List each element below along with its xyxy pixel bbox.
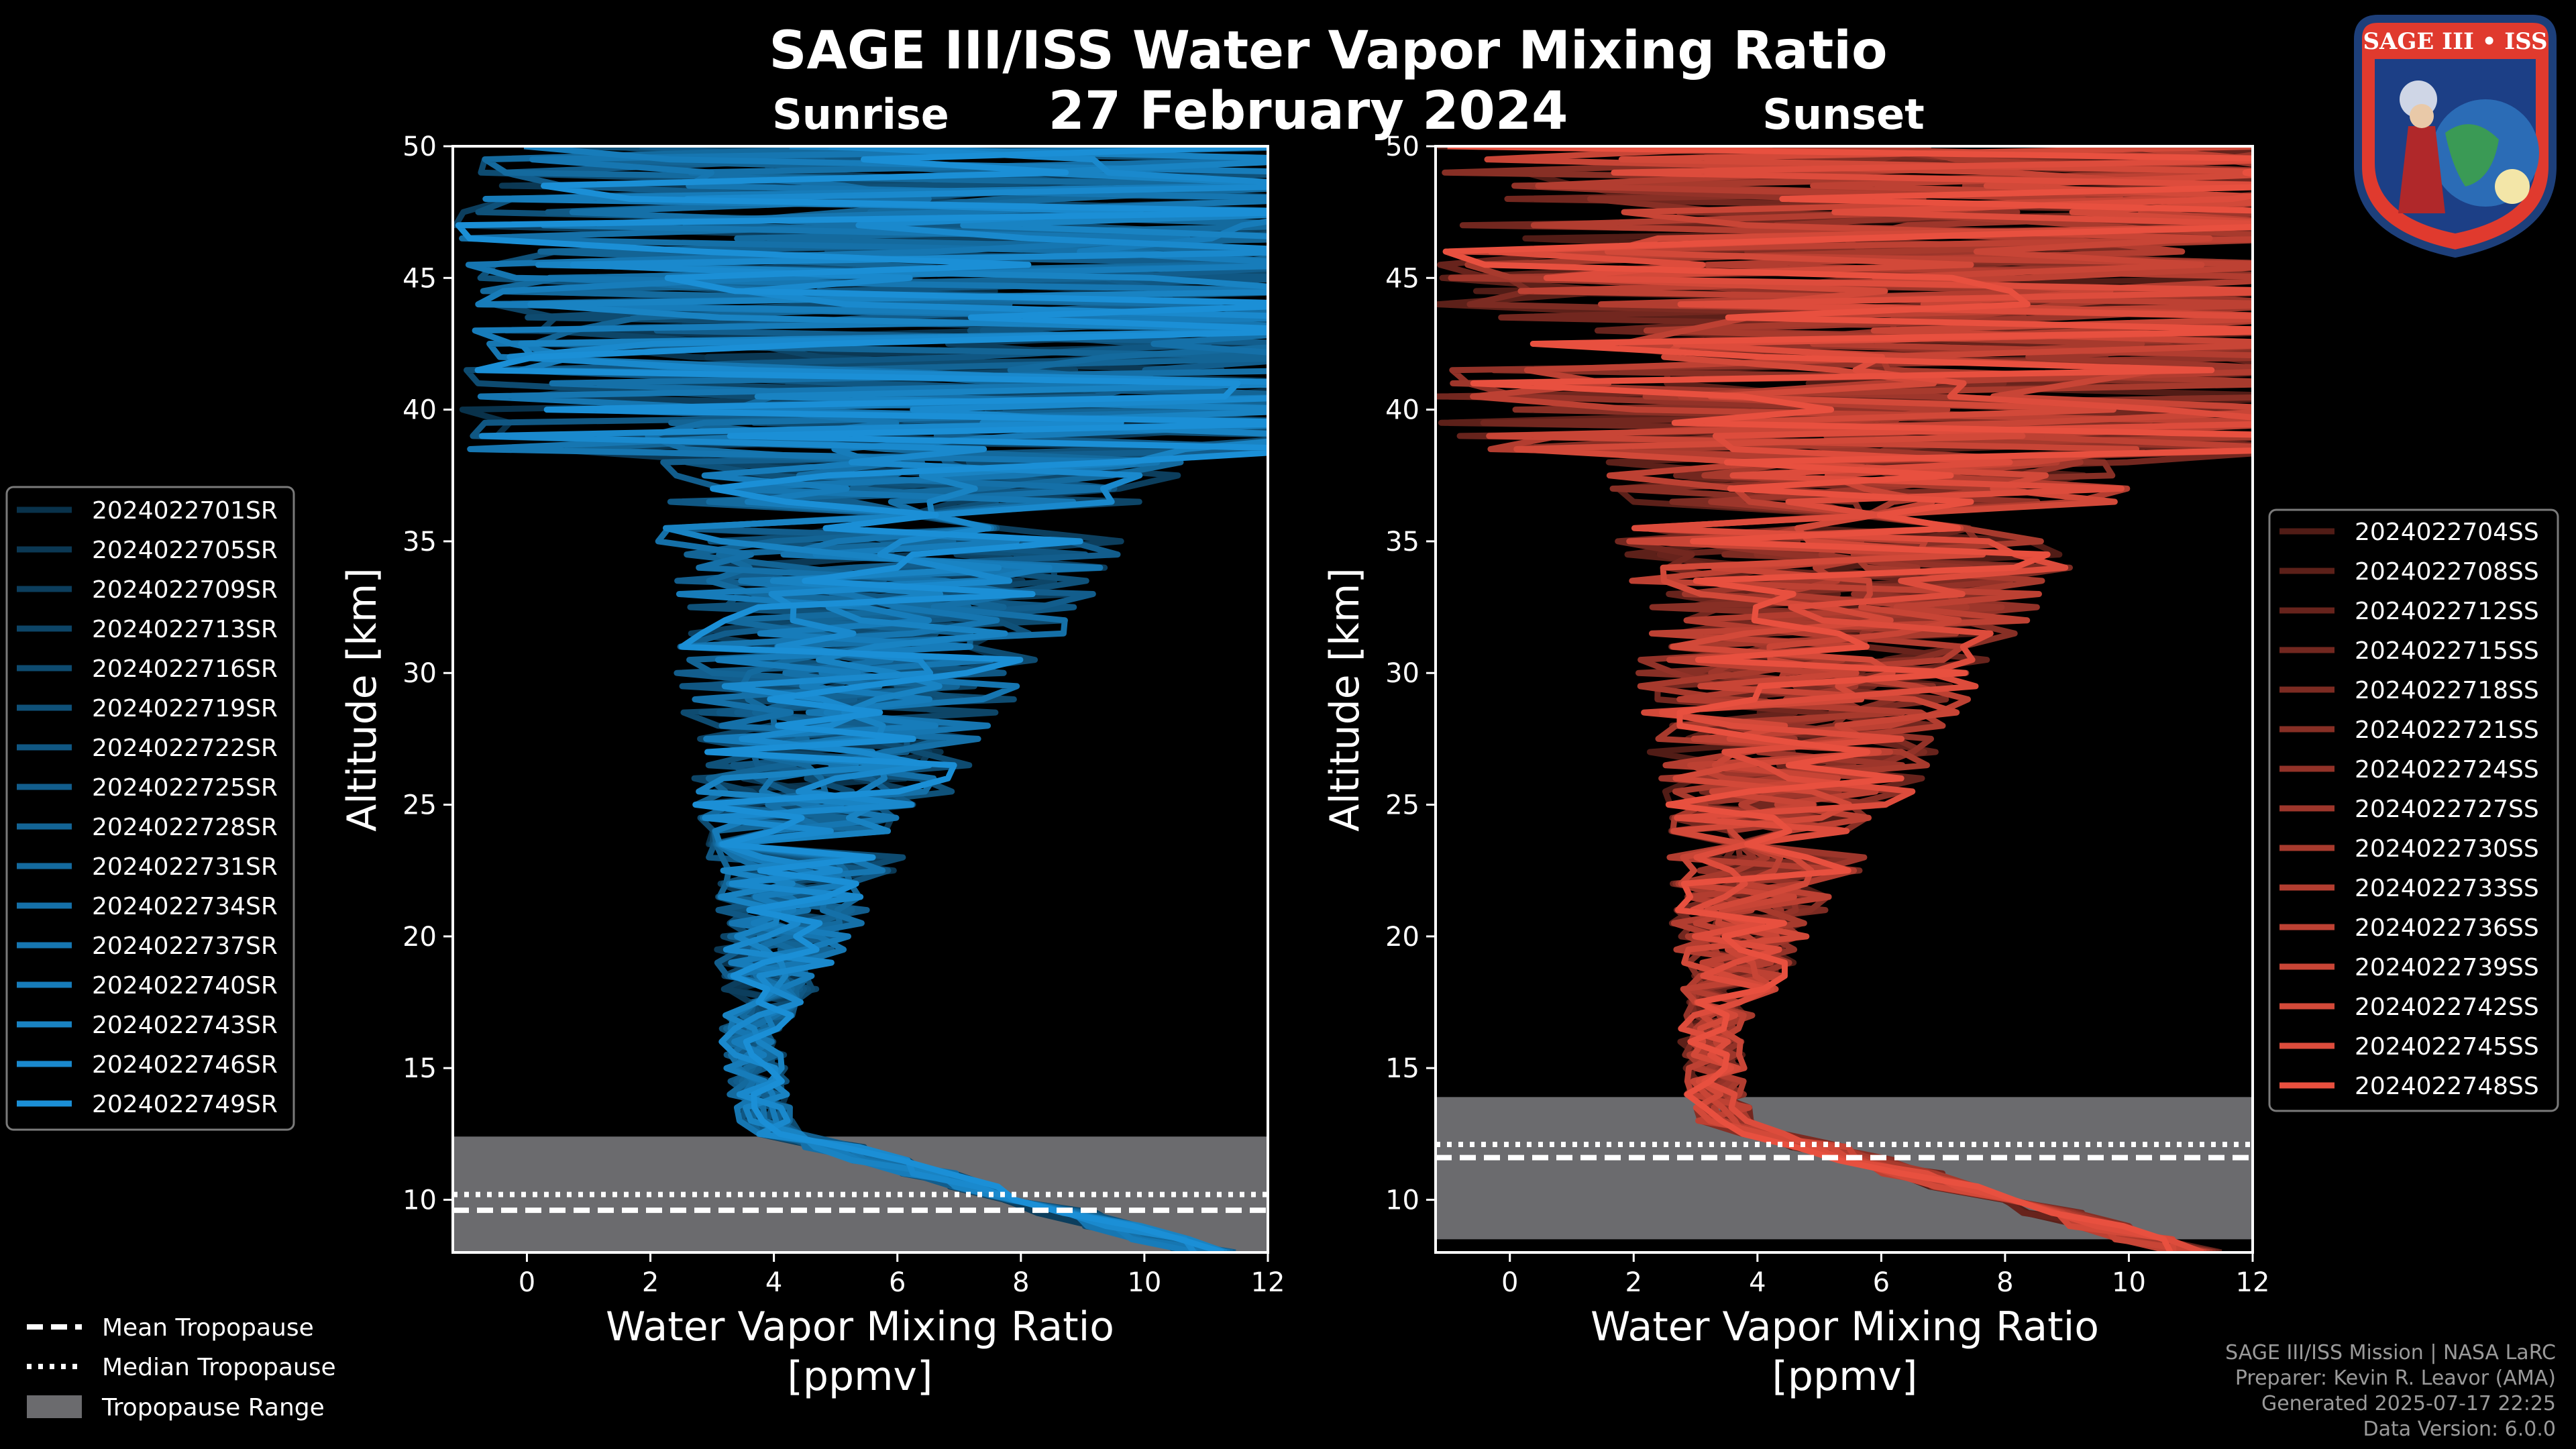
legend-label-2024022718SS: 2024022718SS	[2355, 677, 2539, 704]
y-tick-label: 35	[1385, 527, 1419, 557]
sunset-x-axis-units: [ppmv]	[1772, 1353, 1918, 1400]
legend-label-2024022722SR: 2024022722SR	[92, 735, 278, 762]
x-tick-label: 12	[1251, 1267, 1285, 1298]
x-tick-label: 2	[642, 1267, 659, 1298]
legend-label-2024022737SR: 2024022737SR	[92, 932, 278, 960]
badge-title: SAGE III • ISS	[2363, 28, 2547, 55]
y-tick-label: 30	[402, 658, 437, 689]
tropopause-range-label: Tropopause Range	[101, 1394, 325, 1421]
footer-data-version: Data Version: 6.0.0	[2225, 1417, 2556, 1442]
footer-generated: Generated 2025-07-17 22:25	[2225, 1391, 2556, 1417]
legend-label-2024022739SS: 2024022739SS	[2355, 954, 2539, 981]
legend-label-2024022705SR: 2024022705SR	[92, 537, 278, 564]
legend-label-2024022740SR: 2024022740SR	[92, 972, 278, 1000]
x-tick-label: 0	[1501, 1267, 1518, 1298]
sunrise-legend: 2024022701SR 2024022705SR 2024022709SR 2024…	[7, 487, 294, 1130]
x-tick-label: 4	[765, 1267, 782, 1298]
chart-title: SAGE III/ISS Water Vapor Mixing Ratio	[769, 21, 1887, 81]
mean-tropopause-label: Mean Tropopause	[102, 1314, 314, 1342]
y-tick-label: 20	[1385, 922, 1419, 953]
y-tick-label: 30	[1385, 658, 1419, 689]
legend-label-2024022724SS: 2024022724SS	[2355, 756, 2539, 784]
legend-label-2024022725SR: 2024022725SR	[92, 774, 278, 802]
legend-label-2024022716SR: 2024022716SR	[92, 655, 278, 683]
legend-label-2024022749SR: 2024022749SR	[92, 1091, 278, 1118]
sunset-panel: 0 2 4 6 8 10 12 10 15 20 25 30 35 40 45 50	[1385, 131, 2345, 1298]
y-tick-label: 10	[1385, 1185, 1419, 1216]
x-tick-label: 6	[1873, 1267, 1890, 1298]
y-tick-label: 25	[1385, 790, 1419, 821]
footer-preparer: Preparer: Kevin R. Leavor (AMA)	[2225, 1366, 2556, 1391]
x-tick-label: 10	[2112, 1267, 2146, 1298]
chart-date: 27 February 2024	[1049, 81, 1568, 142]
sage-iss-mission-badge: SAGE III • ISS	[2345, 12, 2566, 260]
footer-mission: SAGE III/ISS Mission | NASA LaRC	[2225, 1340, 2556, 1366]
footer-credits: SAGE III/ISS Mission | NASA LaRC Prepare…	[2225, 1340, 2556, 1442]
sunrise-x-axis-label: Water Vapor Mixing Ratio	[606, 1303, 1114, 1350]
x-tick-label: 4	[1749, 1267, 1766, 1298]
tropopause-range-swatch	[27, 1395, 82, 1418]
legend-label-2024022748SS: 2024022748SS	[2355, 1073, 2539, 1100]
legend-label-2024022742SS: 2024022742SS	[2355, 994, 2539, 1021]
y-tick-label: 25	[402, 790, 437, 821]
legend-label-2024022713SR: 2024022713SR	[92, 616, 278, 643]
y-tick-label: 35	[402, 527, 437, 557]
y-tick-label: 50	[1385, 131, 1419, 162]
tropopause-range-band	[1436, 1097, 2253, 1239]
legend-label-2024022728SR: 2024022728SR	[92, 814, 278, 841]
legend-label-2024022704SS: 2024022704SS	[2355, 519, 2539, 546]
sunset-legend: 2024022704SS 2024022708SS 2024022712SS 2024…	[2269, 510, 2558, 1111]
legend-label-2024022743SR: 2024022743SR	[92, 1012, 278, 1039]
y-tick-label: 50	[402, 131, 437, 162]
legend-label-2024022709SR: 2024022709SR	[92, 576, 278, 604]
y-tick-label: 45	[402, 263, 437, 294]
y-tick-label: 10	[402, 1185, 437, 1216]
legend-label-2024022736SS: 2024022736SS	[2355, 914, 2539, 942]
legend-label-2024022733SS: 2024022733SS	[2355, 875, 2539, 902]
y-tick-label: 45	[1385, 263, 1419, 294]
x-tick-label: 0	[519, 1267, 535, 1298]
legend-label-2024022708SS: 2024022708SS	[2355, 558, 2539, 586]
sunrise-subtitle: Sunrise	[772, 90, 949, 139]
median-tropopause-label: Median Tropopause	[102, 1354, 336, 1381]
y-tick-label: 40	[402, 395, 437, 426]
y-tick-label: 20	[402, 922, 437, 953]
sunset-subtitle: Sunset	[1762, 90, 1925, 139]
legend-label-2024022727SS: 2024022727SS	[2355, 796, 2539, 823]
tropopause-legend: Mean Tropopause Median Tropopause Tropop…	[27, 1314, 336, 1421]
y-tick-label: 15	[1385, 1053, 1419, 1084]
legend-label-2024022715SS: 2024022715SS	[2355, 637, 2539, 665]
x-tick-label: 2	[1625, 1267, 1642, 1298]
legend-label-2024022746SR: 2024022746SR	[92, 1051, 278, 1079]
sunset-y-axis-label: Altitude [km]	[1322, 568, 1368, 832]
legend-label-2024022712SS: 2024022712SS	[2355, 598, 2539, 625]
x-tick-label: 8	[1996, 1267, 2013, 1298]
y-tick-label: 40	[1385, 395, 1419, 426]
sunset-x-axis-label: Water Vapor Mixing Ratio	[1591, 1303, 2099, 1350]
x-tick-label: 10	[1127, 1267, 1161, 1298]
chart-canvas: SAGE III/ISS Water Vapor Mixing Ratio 27…	[0, 0, 2576, 1449]
legend-label-2024022701SR: 2024022701SR	[92, 497, 278, 525]
legend-label-2024022745SS: 2024022745SS	[2355, 1033, 2539, 1061]
legend-label-2024022734SR: 2024022734SR	[92, 893, 278, 920]
legend-label-2024022731SR: 2024022731SR	[92, 853, 278, 881]
sunrise-y-axis-label: Altitude [km]	[339, 568, 386, 832]
x-tick-label: 8	[1012, 1267, 1029, 1298]
legend-label-2024022721SS: 2024022721SS	[2355, 716, 2539, 744]
x-tick-label: 12	[2236, 1267, 2270, 1298]
x-tick-label: 6	[889, 1267, 906, 1298]
sunrise-panel: 0 2 4 6 8 10 12 10 15 20 25 30 35 40 45 50	[402, 131, 1358, 1298]
sunrise-x-axis-units: [ppmv]	[788, 1353, 933, 1400]
legend-label-2024022719SR: 2024022719SR	[92, 695, 278, 722]
legend-label-2024022730SS: 2024022730SS	[2355, 835, 2539, 863]
y-tick-label: 15	[402, 1053, 437, 1084]
